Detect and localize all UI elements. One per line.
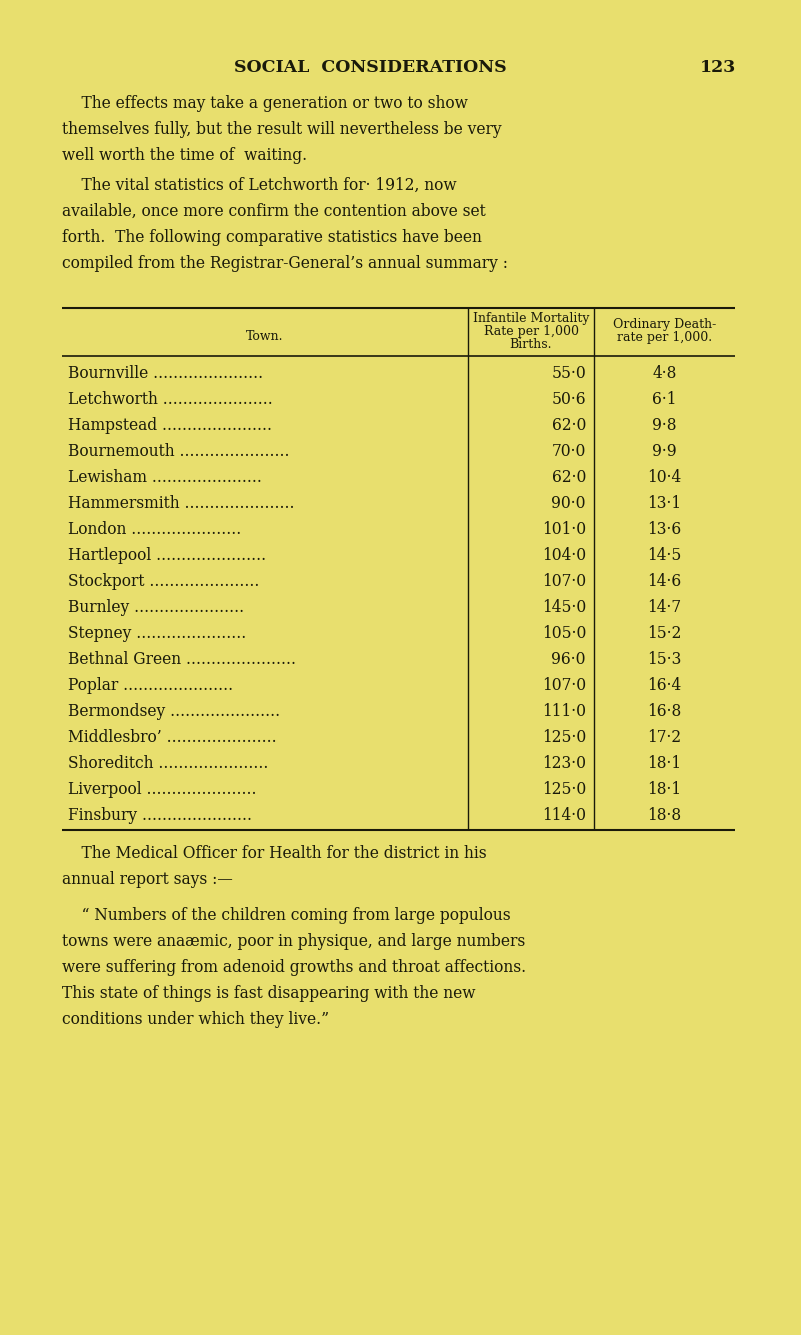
Text: 14·6: 14·6: [647, 573, 682, 590]
Text: 101·0: 101·0: [541, 521, 586, 538]
Text: 15·3: 15·3: [647, 651, 682, 668]
Text: Ordinary Death-: Ordinary Death-: [613, 318, 716, 331]
Text: 50·6: 50·6: [551, 391, 586, 409]
Text: “ Numbers of the children coming from large populous: “ Numbers of the children coming from la…: [62, 906, 510, 924]
Text: Hammersmith ......................: Hammersmith ......................: [68, 495, 295, 513]
Text: Infantile Mortality: Infantile Mortality: [473, 312, 590, 324]
Text: 123: 123: [700, 59, 736, 76]
Text: Shoreditch ......................: Shoreditch ......................: [68, 756, 268, 772]
Text: Middlesbro’ ......................: Middlesbro’ ......................: [68, 729, 276, 746]
Text: 9·8: 9·8: [652, 417, 677, 434]
Text: 70·0: 70·0: [552, 443, 586, 461]
Text: 114·0: 114·0: [542, 806, 586, 824]
Text: Stockport ......................: Stockport ......................: [68, 573, 260, 590]
Text: compiled from the Registrar-General’s annual summary :: compiled from the Registrar-General’s an…: [62, 255, 508, 272]
Text: 107·0: 107·0: [541, 677, 586, 694]
Text: Rate per 1,000: Rate per 1,000: [484, 324, 578, 338]
Text: Hartlepool ......................: Hartlepool ......................: [68, 547, 266, 563]
Text: Burnley ......................: Burnley ......................: [68, 599, 244, 615]
Text: conditions under which they live.”: conditions under which they live.”: [62, 1011, 329, 1028]
Text: 96·0: 96·0: [552, 651, 586, 668]
Text: 16·4: 16·4: [647, 677, 682, 694]
Text: Town.: Town.: [246, 330, 284, 343]
Text: Bethnal Green ......................: Bethnal Green ......................: [68, 651, 296, 668]
Text: Lewisham ......................: Lewisham ......................: [68, 469, 262, 486]
Text: 13·1: 13·1: [647, 495, 682, 513]
Text: Bermondsey ......................: Bermondsey ......................: [68, 704, 280, 720]
Text: 55·0: 55·0: [551, 364, 586, 382]
Text: 125·0: 125·0: [541, 781, 586, 798]
Text: 90·0: 90·0: [552, 495, 586, 513]
Text: 123·0: 123·0: [542, 756, 586, 772]
Text: Letchworth ......................: Letchworth ......................: [68, 391, 273, 409]
Text: 18·8: 18·8: [647, 806, 682, 824]
Text: 111·0: 111·0: [542, 704, 586, 720]
Text: 10·4: 10·4: [647, 469, 682, 486]
Text: SOCIAL  CONSIDERATIONS: SOCIAL CONSIDERATIONS: [234, 59, 506, 76]
Text: The vital statistics of Letchworth for· 1912, now: The vital statistics of Letchworth for· …: [62, 178, 457, 194]
Text: themselves fully, but the result will nevertheless be very: themselves fully, but the result will ne…: [62, 121, 501, 138]
Text: 6·1: 6·1: [652, 391, 677, 409]
Text: 145·0: 145·0: [541, 599, 586, 615]
Text: 125·0: 125·0: [541, 729, 586, 746]
Text: 18·1: 18·1: [647, 756, 682, 772]
Text: 62·0: 62·0: [552, 469, 586, 486]
Text: Finsbury ......................: Finsbury ......................: [68, 806, 252, 824]
Text: forth.  The following comparative statistics have been: forth. The following comparative statist…: [62, 230, 482, 246]
Text: 107·0: 107·0: [541, 573, 586, 590]
Text: 104·0: 104·0: [541, 547, 586, 563]
Text: The effects may take a generation or two to show: The effects may take a generation or two…: [62, 95, 468, 112]
Text: towns were anaæmic, poor in physique, and large numbers: towns were anaæmic, poor in physique, an…: [62, 933, 525, 951]
Text: 105·0: 105·0: [541, 625, 586, 642]
Text: Liverpool ......................: Liverpool ......................: [68, 781, 256, 798]
Text: Hampstead ......................: Hampstead ......................: [68, 417, 272, 434]
Text: Poplar ......................: Poplar ......................: [68, 677, 233, 694]
Text: 17·2: 17·2: [647, 729, 682, 746]
Text: 14·7: 14·7: [647, 599, 682, 615]
Text: 18·1: 18·1: [647, 781, 682, 798]
Text: The Medical Officer for Health for the district in his: The Medical Officer for Health for the d…: [62, 845, 487, 862]
Text: 13·6: 13·6: [647, 521, 682, 538]
Text: annual report says :—: annual report says :—: [62, 870, 233, 888]
Text: Bournemouth ......................: Bournemouth ......................: [68, 443, 289, 461]
Text: well worth the time of  waiting.: well worth the time of waiting.: [62, 147, 307, 164]
Text: Births.: Births.: [509, 338, 552, 351]
Text: were suffering from adenoid growths and throat affections.: were suffering from adenoid growths and …: [62, 959, 526, 976]
Text: 62·0: 62·0: [552, 417, 586, 434]
Text: This state of things is fast disappearing with the new: This state of things is fast disappearin…: [62, 985, 476, 1003]
Text: 15·2: 15·2: [647, 625, 682, 642]
Text: 16·8: 16·8: [647, 704, 682, 720]
Text: 14·5: 14·5: [647, 547, 682, 563]
Text: London ......................: London ......................: [68, 521, 241, 538]
Text: 9·9: 9·9: [652, 443, 677, 461]
Text: available, once more confirm the contention above set: available, once more confirm the content…: [62, 203, 485, 220]
Text: Bournville ......................: Bournville ......................: [68, 364, 263, 382]
Text: Stepney ......................: Stepney ......................: [68, 625, 246, 642]
Text: rate per 1,000.: rate per 1,000.: [617, 331, 712, 344]
Text: 4·8: 4·8: [652, 364, 677, 382]
